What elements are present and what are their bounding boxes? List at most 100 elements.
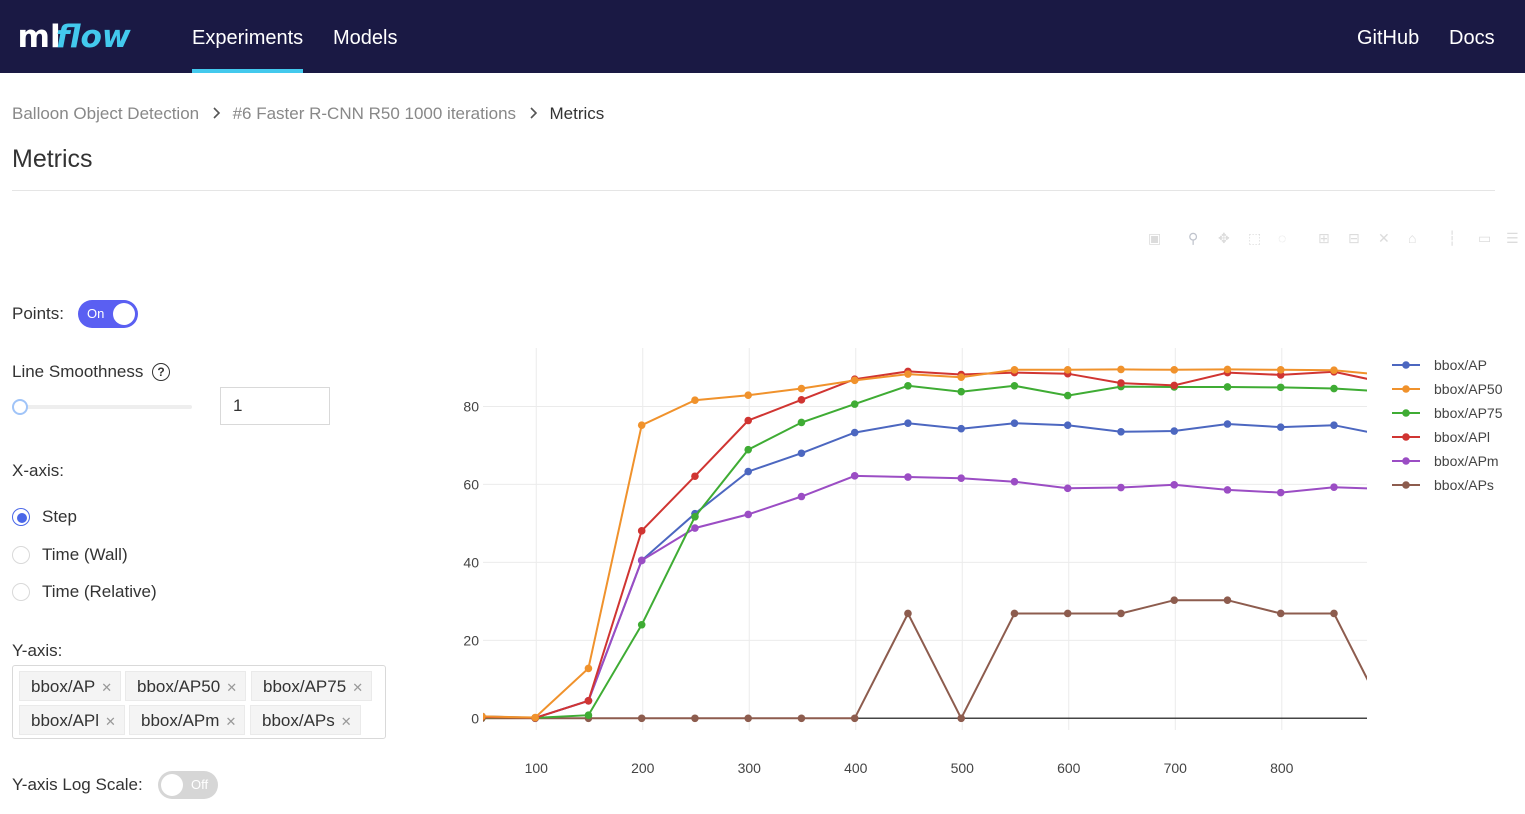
data-point: [1117, 379, 1125, 387]
nav-docs[interactable]: Docs: [1449, 0, 1495, 73]
data-point: [1383, 371, 1391, 379]
nav-experiments[interactable]: Experiments: [192, 0, 303, 73]
data-point: [1063, 391, 1072, 400]
svg-text:ml: ml: [18, 19, 61, 55]
data-point: [797, 492, 806, 501]
smoothness-slider-handle[interactable]: [12, 399, 28, 415]
radio-unchecked-icon: [12, 583, 30, 601]
data-point: [744, 467, 752, 476]
data-point: [797, 396, 806, 404]
data-point: [1330, 384, 1338, 393]
hover-compare-icon[interactable]: ☰: [1506, 230, 1519, 246]
legend-marker: [1402, 433, 1410, 441]
series-bbox-apm: [483, 472, 1391, 722]
nav-active-indicator: [192, 69, 303, 73]
zoom-icon[interactable]: ⚲: [1188, 230, 1199, 246]
home-icon[interactable]: ⌂: [1408, 230, 1417, 246]
data-point: [744, 445, 752, 454]
nav-models[interactable]: Models: [333, 0, 397, 73]
mlflow-logo[interactable]: ml flow: [12, 14, 144, 58]
legend-marker: [1402, 481, 1410, 489]
smoothness-input[interactable]: [220, 387, 330, 425]
data-point: [1276, 366, 1285, 374]
x-tick-label: 300: [738, 760, 762, 776]
x-tick-label: 500: [951, 760, 975, 776]
data-point: [904, 609, 912, 618]
points-toggle[interactable]: On: [78, 300, 138, 328]
y-axis-tag: bbox/AP ✕: [19, 671, 122, 701]
data-point: [850, 400, 859, 408]
close-icon[interactable]: ✕: [101, 680, 113, 695]
x-tick-label: 100: [525, 760, 549, 776]
smoothness-slider-track[interactable]: [20, 405, 192, 409]
radio-time-wall-label: Time (Wall): [42, 545, 128, 564]
radio-time-relative-label: Time (Relative): [42, 582, 157, 601]
data-point: [1330, 421, 1338, 429]
tag-label: bbox/APl: [31, 711, 100, 730]
data-point: [904, 370, 912, 378]
series-line: [483, 384, 1367, 719]
breadcrumb-experiment-link[interactable]: Balloon Object Detection: [12, 104, 200, 123]
data-point: [1276, 423, 1285, 431]
breadcrumb-current: Metrics: [549, 104, 605, 123]
breadcrumb-run-link[interactable]: #6 Faster R-CNN R50 1000 iterations: [232, 104, 517, 123]
x-tick-label: 600: [1057, 760, 1081, 776]
y-axis-select[interactable]: bbox/AP ✕ bbox/AP50 ✕ bbox/AP75 ✕ bbox/APl ✕…: [12, 665, 386, 739]
close-icon[interactable]: ✕: [352, 680, 364, 695]
data-point: [691, 396, 699, 405]
close-icon[interactable]: ✕: [225, 714, 237, 729]
legend-item-label: bbox/AP50: [1434, 381, 1503, 397]
data-point: [1383, 379, 1391, 387]
data-point: [1010, 477, 1019, 486]
hover-closest-icon[interactable]: ▭: [1478, 230, 1492, 246]
metrics-line-chart: 100 200 300 400 500 600 700 800 0 20 40 60 80 bbox/A…: [463, 348, 1503, 776]
zoom-out-icon[interactable]: ⊟: [1348, 230, 1360, 246]
header-divider: [12, 190, 1495, 191]
tag-label: bbox/AP: [31, 677, 96, 696]
box-select-icon[interactable]: ⬚: [1248, 230, 1262, 246]
data-point: [850, 472, 859, 480]
points-label: Points:: [12, 304, 64, 323]
y-axis-label: Y-axis:: [12, 641, 63, 660]
nav-github[interactable]: GitHub: [1357, 0, 1419, 73]
close-icon[interactable]: ✕: [105, 714, 116, 729]
x-tick-label: 700: [1164, 760, 1188, 776]
series-bbox-ap50: [483, 365, 1391, 722]
data-point: [744, 416, 752, 425]
lasso-icon[interactable]: ◌: [1278, 230, 1287, 246]
data-point: [637, 527, 646, 535]
series-line: [483, 422, 1367, 719]
data-point: [957, 387, 966, 396]
legend-item-label: bbox/AP75: [1434, 405, 1503, 421]
series-line: [483, 370, 1367, 719]
question-circle-icon[interactable]: ?: [152, 363, 170, 381]
data-point: [1383, 388, 1391, 396]
line-smoothness-label: Line Smoothness: [12, 362, 144, 381]
close-icon[interactable]: ✕: [226, 680, 238, 695]
legend-item-label: bbox/APl: [1434, 429, 1490, 445]
chevron-right-icon: [204, 104, 228, 124]
zoom-in-icon[interactable]: ⊞: [1318, 230, 1330, 246]
data-point: [637, 421, 646, 429]
camera-icon[interactable]: ▣: [1148, 230, 1162, 246]
radio-checked-icon: [12, 508, 30, 526]
data-point: [691, 714, 699, 723]
log-scale-label: Y-axis Log Scale:: [12, 775, 143, 794]
log-scale-toggle-state: Off: [191, 777, 209, 792]
data-point: [1223, 486, 1232, 494]
data-point: [691, 472, 699, 481]
series-line: [483, 599, 1367, 721]
spike-lines-icon[interactable]: ┆: [1448, 230, 1457, 246]
close-icon[interactable]: ✕: [340, 714, 352, 729]
data-point: [904, 419, 912, 428]
y-axis-tag: bbox/APs ✕: [250, 705, 361, 735]
data-point: [1170, 596, 1179, 604]
pan-icon[interactable]: ✥: [1218, 230, 1230, 246]
data-point: [744, 391, 752, 399]
data-point: [1010, 366, 1019, 374]
log-scale-toggle[interactable]: Off: [158, 771, 218, 799]
autoscale-icon[interactable]: ✕: [1378, 230, 1390, 246]
data-point: [1383, 485, 1391, 493]
legend-marker: [1402, 409, 1410, 417]
data-point: [904, 382, 912, 390]
